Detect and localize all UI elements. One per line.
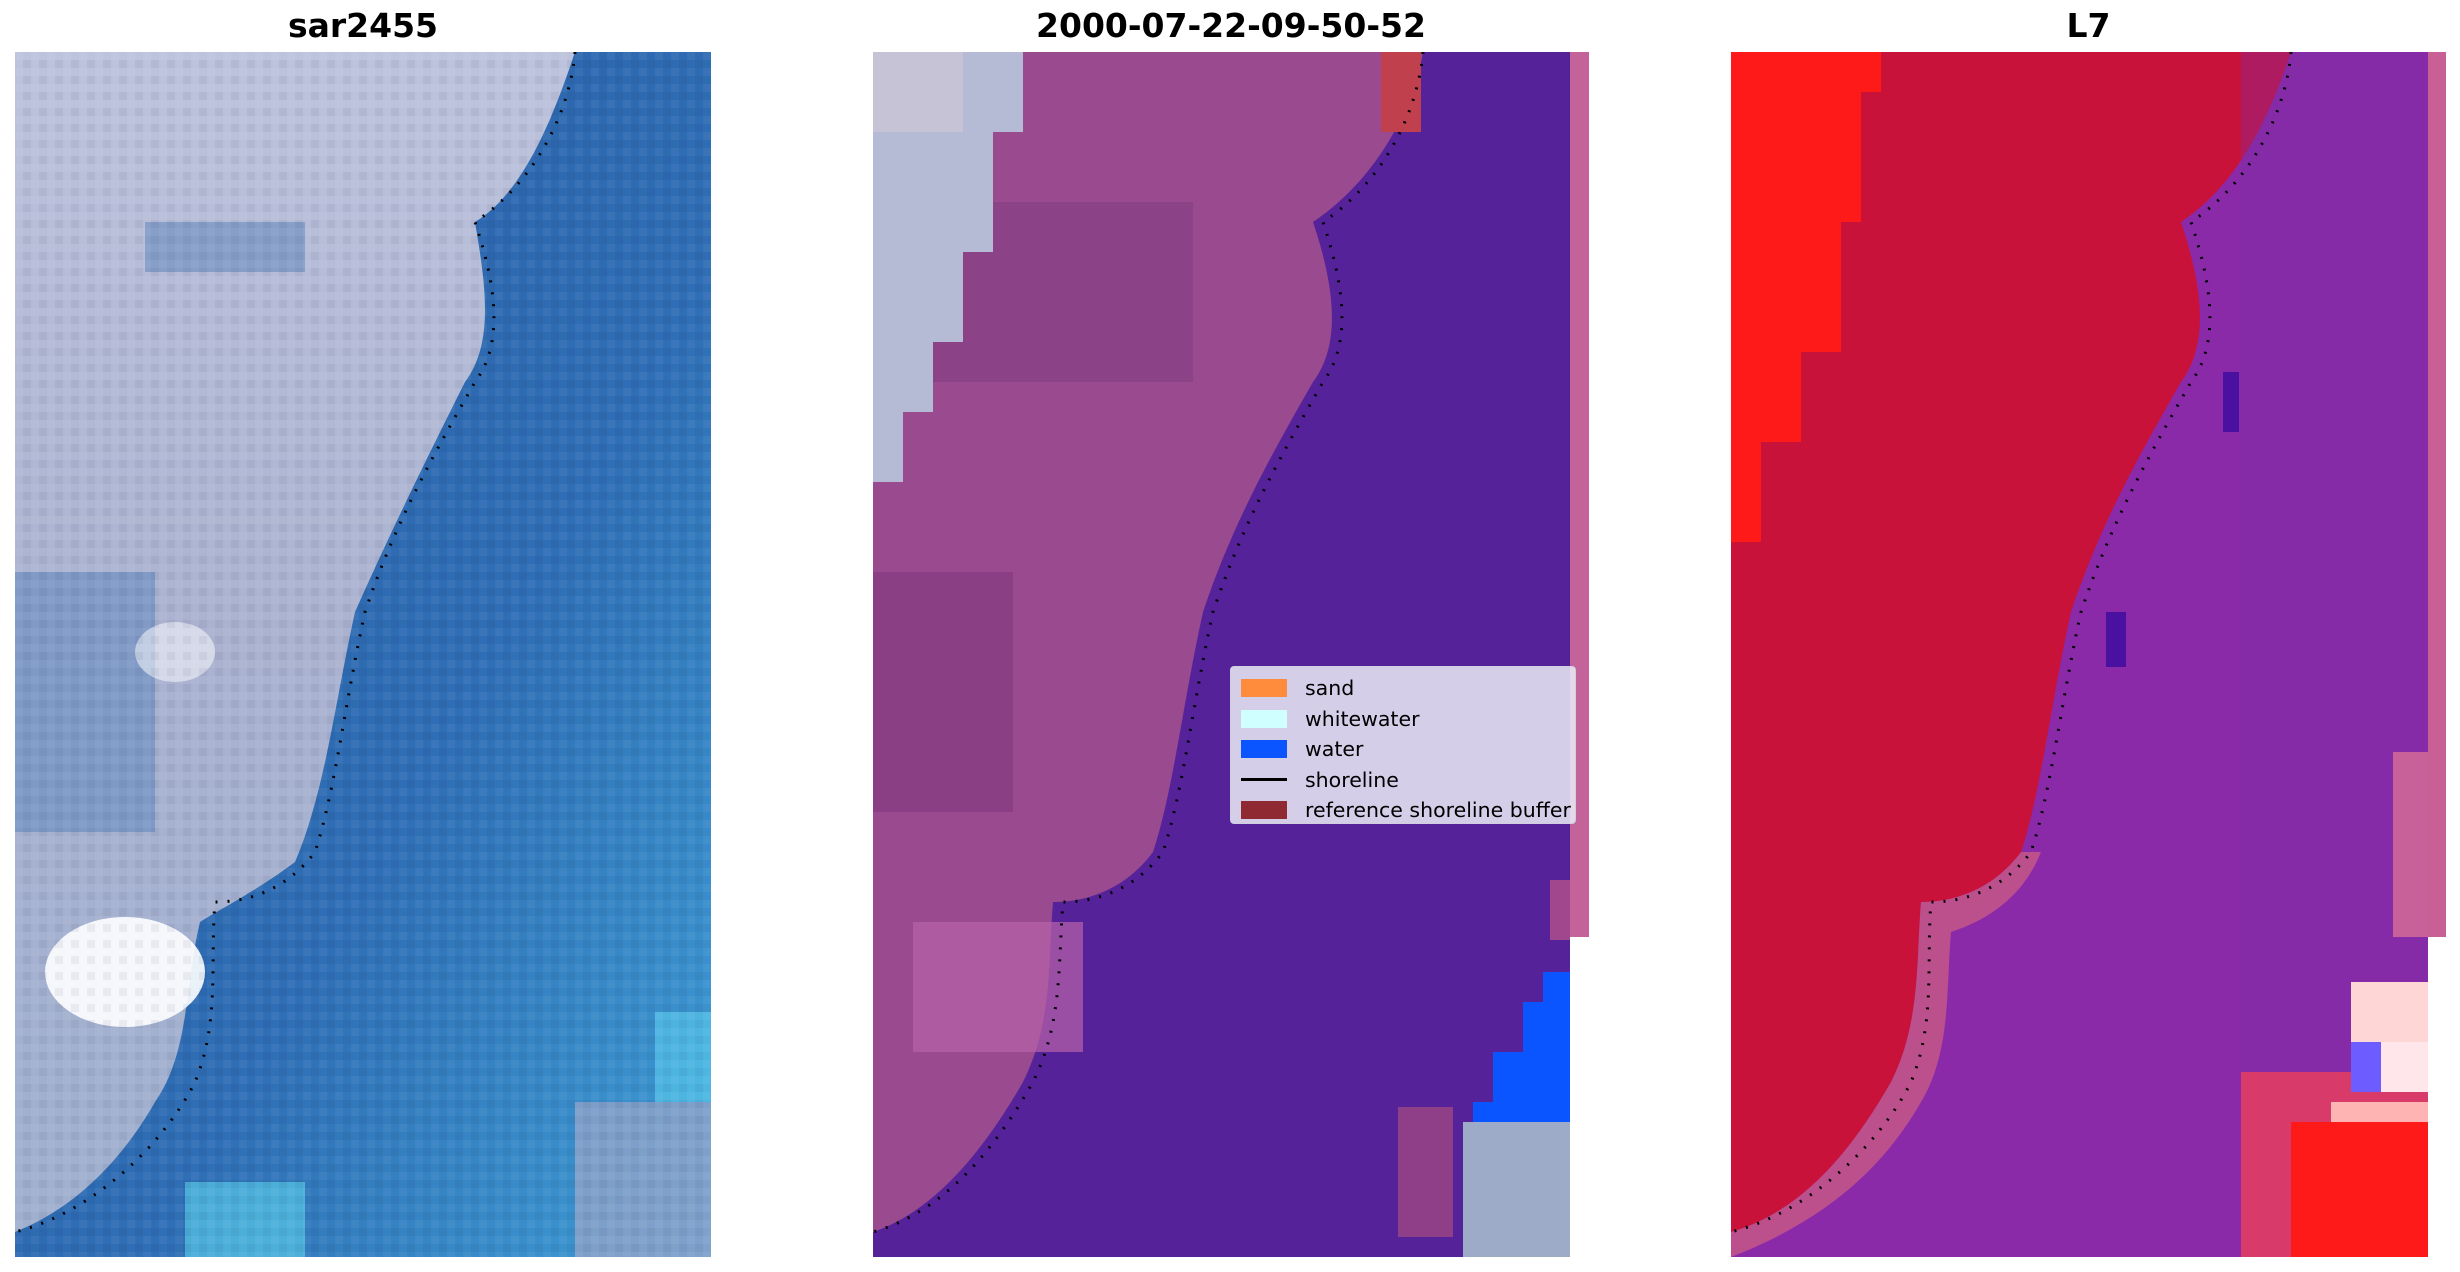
- legend-swatch-sand: [1241, 679, 1287, 698]
- legend-swatch-reference-buffer: [1241, 801, 1287, 820]
- rgb-image: [15, 52, 711, 1257]
- legend-item-whitewater: whitewater: [1241, 704, 1565, 735]
- classified-image: [873, 52, 1589, 1257]
- panel-title-classified: 2000-07-22-09-50-52: [1036, 6, 1426, 45]
- legend-label-whitewater: whitewater: [1305, 706, 1420, 731]
- legend-item-reference-buffer: reference shoreline buffer: [1241, 795, 1571, 826]
- legend-item-water: water: [1241, 734, 1565, 765]
- legend-label-water: water: [1305, 737, 1364, 762]
- classified-image-panel: [873, 52, 1589, 1257]
- index-image: [1731, 52, 2446, 1257]
- legend-swatch-whitewater: [1241, 709, 1287, 728]
- panel-title-rgb: sar2455: [287, 6, 439, 45]
- legend-item-sand: sand: [1241, 673, 1565, 704]
- index-image-panel: [1731, 52, 2446, 1257]
- legend-label-sand: sand: [1305, 676, 1355, 701]
- legend-item-shoreline: shoreline: [1241, 765, 1565, 796]
- legend: sand whitewater water shoreline referenc…: [1230, 666, 1576, 824]
- rgb-image-panel: [15, 52, 711, 1257]
- legend-label-reference-buffer: reference shoreline buffer: [1305, 798, 1571, 823]
- panel-title-mndwi: L7: [2066, 6, 2111, 45]
- legend-label-shoreline: shoreline: [1305, 767, 1399, 792]
- legend-line-shoreline: [1241, 778, 1287, 782]
- legend-swatch-water: [1241, 740, 1287, 759]
